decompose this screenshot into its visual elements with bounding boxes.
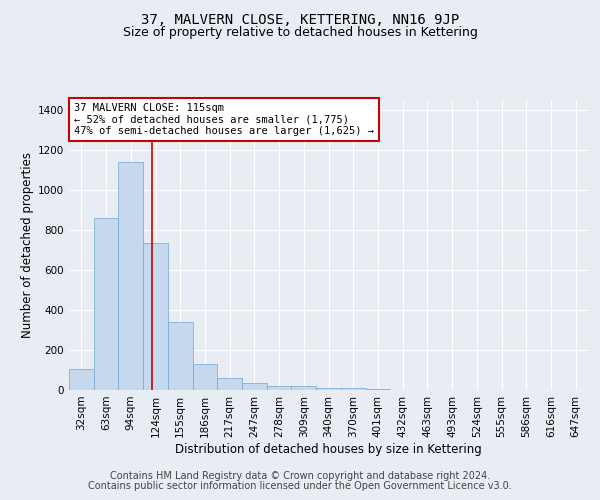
Text: Size of property relative to detached houses in Kettering: Size of property relative to detached ho… [122, 26, 478, 39]
Bar [69, 369, 94, 390]
Y-axis label: Number of detached properties: Number of detached properties [21, 152, 34, 338]
Bar [242, 383, 267, 390]
Bar [365, 389, 390, 390]
Bar [94, 218, 118, 390]
Bar [267, 386, 292, 390]
Bar [193, 364, 217, 390]
Text: 37 MALVERN CLOSE: 115sqm
← 52% of detached houses are smaller (1,775)
47% of sem: 37 MALVERN CLOSE: 115sqm ← 52% of detach… [74, 103, 374, 136]
Text: Contains HM Land Registry data © Crown copyright and database right 2024.: Contains HM Land Registry data © Crown c… [110, 471, 490, 481]
Text: 37, MALVERN CLOSE, KETTERING, NN16 9JP: 37, MALVERN CLOSE, KETTERING, NN16 9JP [141, 12, 459, 26]
Bar [217, 378, 242, 390]
Bar [341, 388, 365, 390]
X-axis label: Distribution of detached houses by size in Kettering: Distribution of detached houses by size … [175, 442, 482, 456]
Bar [143, 243, 168, 390]
Bar [118, 162, 143, 390]
Bar [316, 388, 341, 390]
Bar [168, 322, 193, 390]
Bar [292, 386, 316, 390]
Text: Contains public sector information licensed under the Open Government Licence v3: Contains public sector information licen… [88, 481, 512, 491]
